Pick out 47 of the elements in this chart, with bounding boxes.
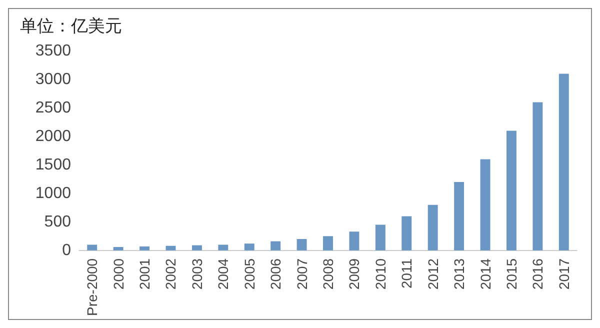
y-tick-label: 3000 xyxy=(35,70,72,88)
bar xyxy=(244,244,254,250)
y-tick-label: 500 xyxy=(44,213,72,230)
x-tick-label: 2010 xyxy=(372,258,388,290)
x-tick-label: 2007 xyxy=(294,258,310,290)
x-tick-label: 2008 xyxy=(320,258,336,290)
x-tick-label: 2006 xyxy=(268,258,284,290)
x-tick-label: 2001 xyxy=(136,258,153,290)
bar xyxy=(270,241,281,250)
x-tick-label: 2017 xyxy=(556,258,572,290)
x-tick-label: 2003 xyxy=(188,258,205,290)
x-tick-label: 2004 xyxy=(215,258,232,290)
bar xyxy=(428,204,438,250)
y-tick-label: 1000 xyxy=(35,184,72,202)
bar xyxy=(402,216,412,250)
y-tick-label: 0 xyxy=(62,242,72,259)
x-tick-label: 2011 xyxy=(398,258,415,289)
x-tick-label: 2014 xyxy=(477,258,494,290)
y-tick-label: 3500 xyxy=(35,42,72,60)
bar xyxy=(558,74,569,250)
bar xyxy=(454,182,464,250)
bar xyxy=(323,236,333,250)
bar xyxy=(140,246,150,250)
bar xyxy=(532,102,543,250)
x-tick-label: Pre-2000 xyxy=(84,258,100,316)
bar xyxy=(349,232,360,250)
x-tick-label: 2000 xyxy=(110,258,126,290)
bar xyxy=(192,245,202,250)
x-tick-label: 2015 xyxy=(503,258,520,290)
x-tick-label: 2012 xyxy=(424,258,441,290)
y-tick-label: 2000 xyxy=(35,128,72,145)
bar xyxy=(87,244,98,250)
x-tick-label: 2016 xyxy=(530,258,546,290)
bar xyxy=(113,246,124,250)
y-tick-label: 1500 xyxy=(35,156,72,174)
bar xyxy=(296,239,307,250)
y-tick-label: 2500 xyxy=(35,99,72,116)
bar xyxy=(375,224,386,250)
x-tick-label: 2005 xyxy=(241,258,258,290)
bar xyxy=(480,159,490,250)
chart-title: 单位：亿美元 xyxy=(20,16,122,36)
x-tick-label: 2002 xyxy=(162,258,179,290)
bar xyxy=(506,130,516,250)
x-tick-label: 2013 xyxy=(451,258,468,290)
x-tick-label: 2009 xyxy=(346,258,362,290)
bar xyxy=(218,244,228,250)
bar xyxy=(166,246,176,250)
